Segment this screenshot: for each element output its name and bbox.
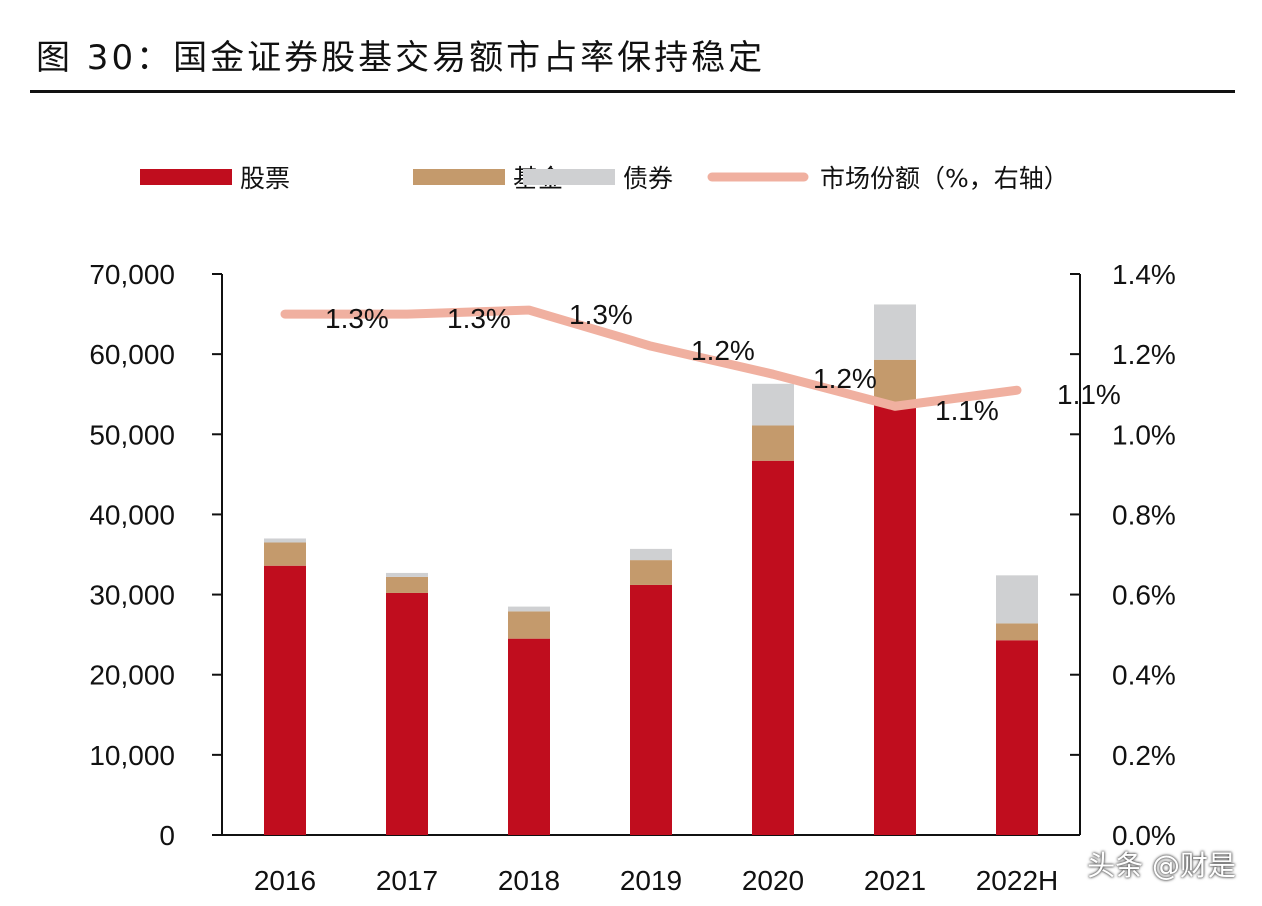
bar-债券 — [386, 572, 428, 577]
data-label: 1.2% — [813, 363, 877, 394]
right-tick-label: 0.2% — [1112, 740, 1176, 771]
x-tick-label: 2017 — [376, 865, 438, 896]
title-divider — [30, 90, 1235, 93]
left-tick-label: 0 — [159, 820, 175, 851]
data-label: 1.3% — [447, 303, 511, 334]
legend-label: 股票 — [240, 164, 290, 193]
left-tick-label: 20,000 — [89, 660, 175, 691]
bar-债券 — [874, 304, 916, 360]
bar-基金 — [874, 359, 916, 405]
left-tick-label: 70,000 — [89, 259, 175, 290]
watermark: 头条 @财是 — [1087, 849, 1236, 882]
data-label: 1.1% — [935, 395, 999, 426]
market-share-line — [280, 305, 1022, 411]
left-tick-label: 30,000 — [89, 580, 175, 611]
chart-title: 图 30：国金证券股基交易额市占率保持稳定 — [36, 38, 766, 78]
legend-label: 市场份额（%，右轴） — [820, 164, 1069, 193]
x-tick-label: 2019 — [620, 865, 682, 896]
bar-债券 — [508, 606, 550, 612]
left-tick-label: 50,000 — [89, 419, 175, 450]
right-tick-label: 1.2% — [1112, 339, 1176, 370]
bar-基金 — [996, 623, 1038, 641]
legend-swatch — [523, 169, 615, 185]
bar-股票 — [874, 404, 916, 835]
bar-基金 — [630, 560, 672, 585]
x-tick-label: 2016 — [254, 865, 316, 896]
bar-债券 — [630, 548, 672, 561]
bar-股票 — [996, 640, 1038, 835]
x-tick-label: 2022H — [976, 865, 1059, 896]
bar-基金 — [752, 425, 794, 461]
right-tick-label: 0.4% — [1112, 660, 1176, 691]
right-tick-label: 0.0% — [1112, 820, 1176, 851]
left-tick-label: 10,000 — [89, 740, 175, 771]
right-tick-label: 0.6% — [1112, 580, 1176, 611]
legend-label: 债券 — [623, 164, 673, 193]
data-label: 1.3% — [569, 299, 633, 330]
bar-债券 — [752, 383, 794, 426]
right-tick-label: 1.4% — [1112, 259, 1176, 290]
bar-股票 — [264, 565, 306, 835]
x-tick-label: 2021 — [864, 865, 926, 896]
data-label: 1.2% — [691, 335, 755, 366]
right-tick-label: 1.0% — [1112, 419, 1176, 450]
bar-债券 — [264, 538, 306, 543]
bar-基金 — [508, 611, 550, 639]
x-tick-label: 2018 — [498, 865, 560, 896]
left-tick-label: 40,000 — [89, 499, 175, 530]
legend-swatch — [413, 169, 505, 185]
x-tick-label: 2020 — [742, 865, 804, 896]
data-label: 1.3% — [325, 303, 389, 334]
legend-swatch — [140, 169, 232, 185]
bar-股票 — [752, 460, 794, 835]
bar-债券 — [996, 575, 1038, 624]
data-label: 1.1% — [1057, 379, 1121, 410]
right-tick-label: 0.8% — [1112, 499, 1176, 530]
bar-股票 — [508, 638, 550, 835]
left-tick-label: 60,000 — [89, 339, 175, 370]
bar-股票 — [630, 584, 672, 835]
bar-基金 — [386, 576, 428, 593]
bar-股票 — [386, 592, 428, 835]
bar-基金 — [264, 542, 306, 566]
